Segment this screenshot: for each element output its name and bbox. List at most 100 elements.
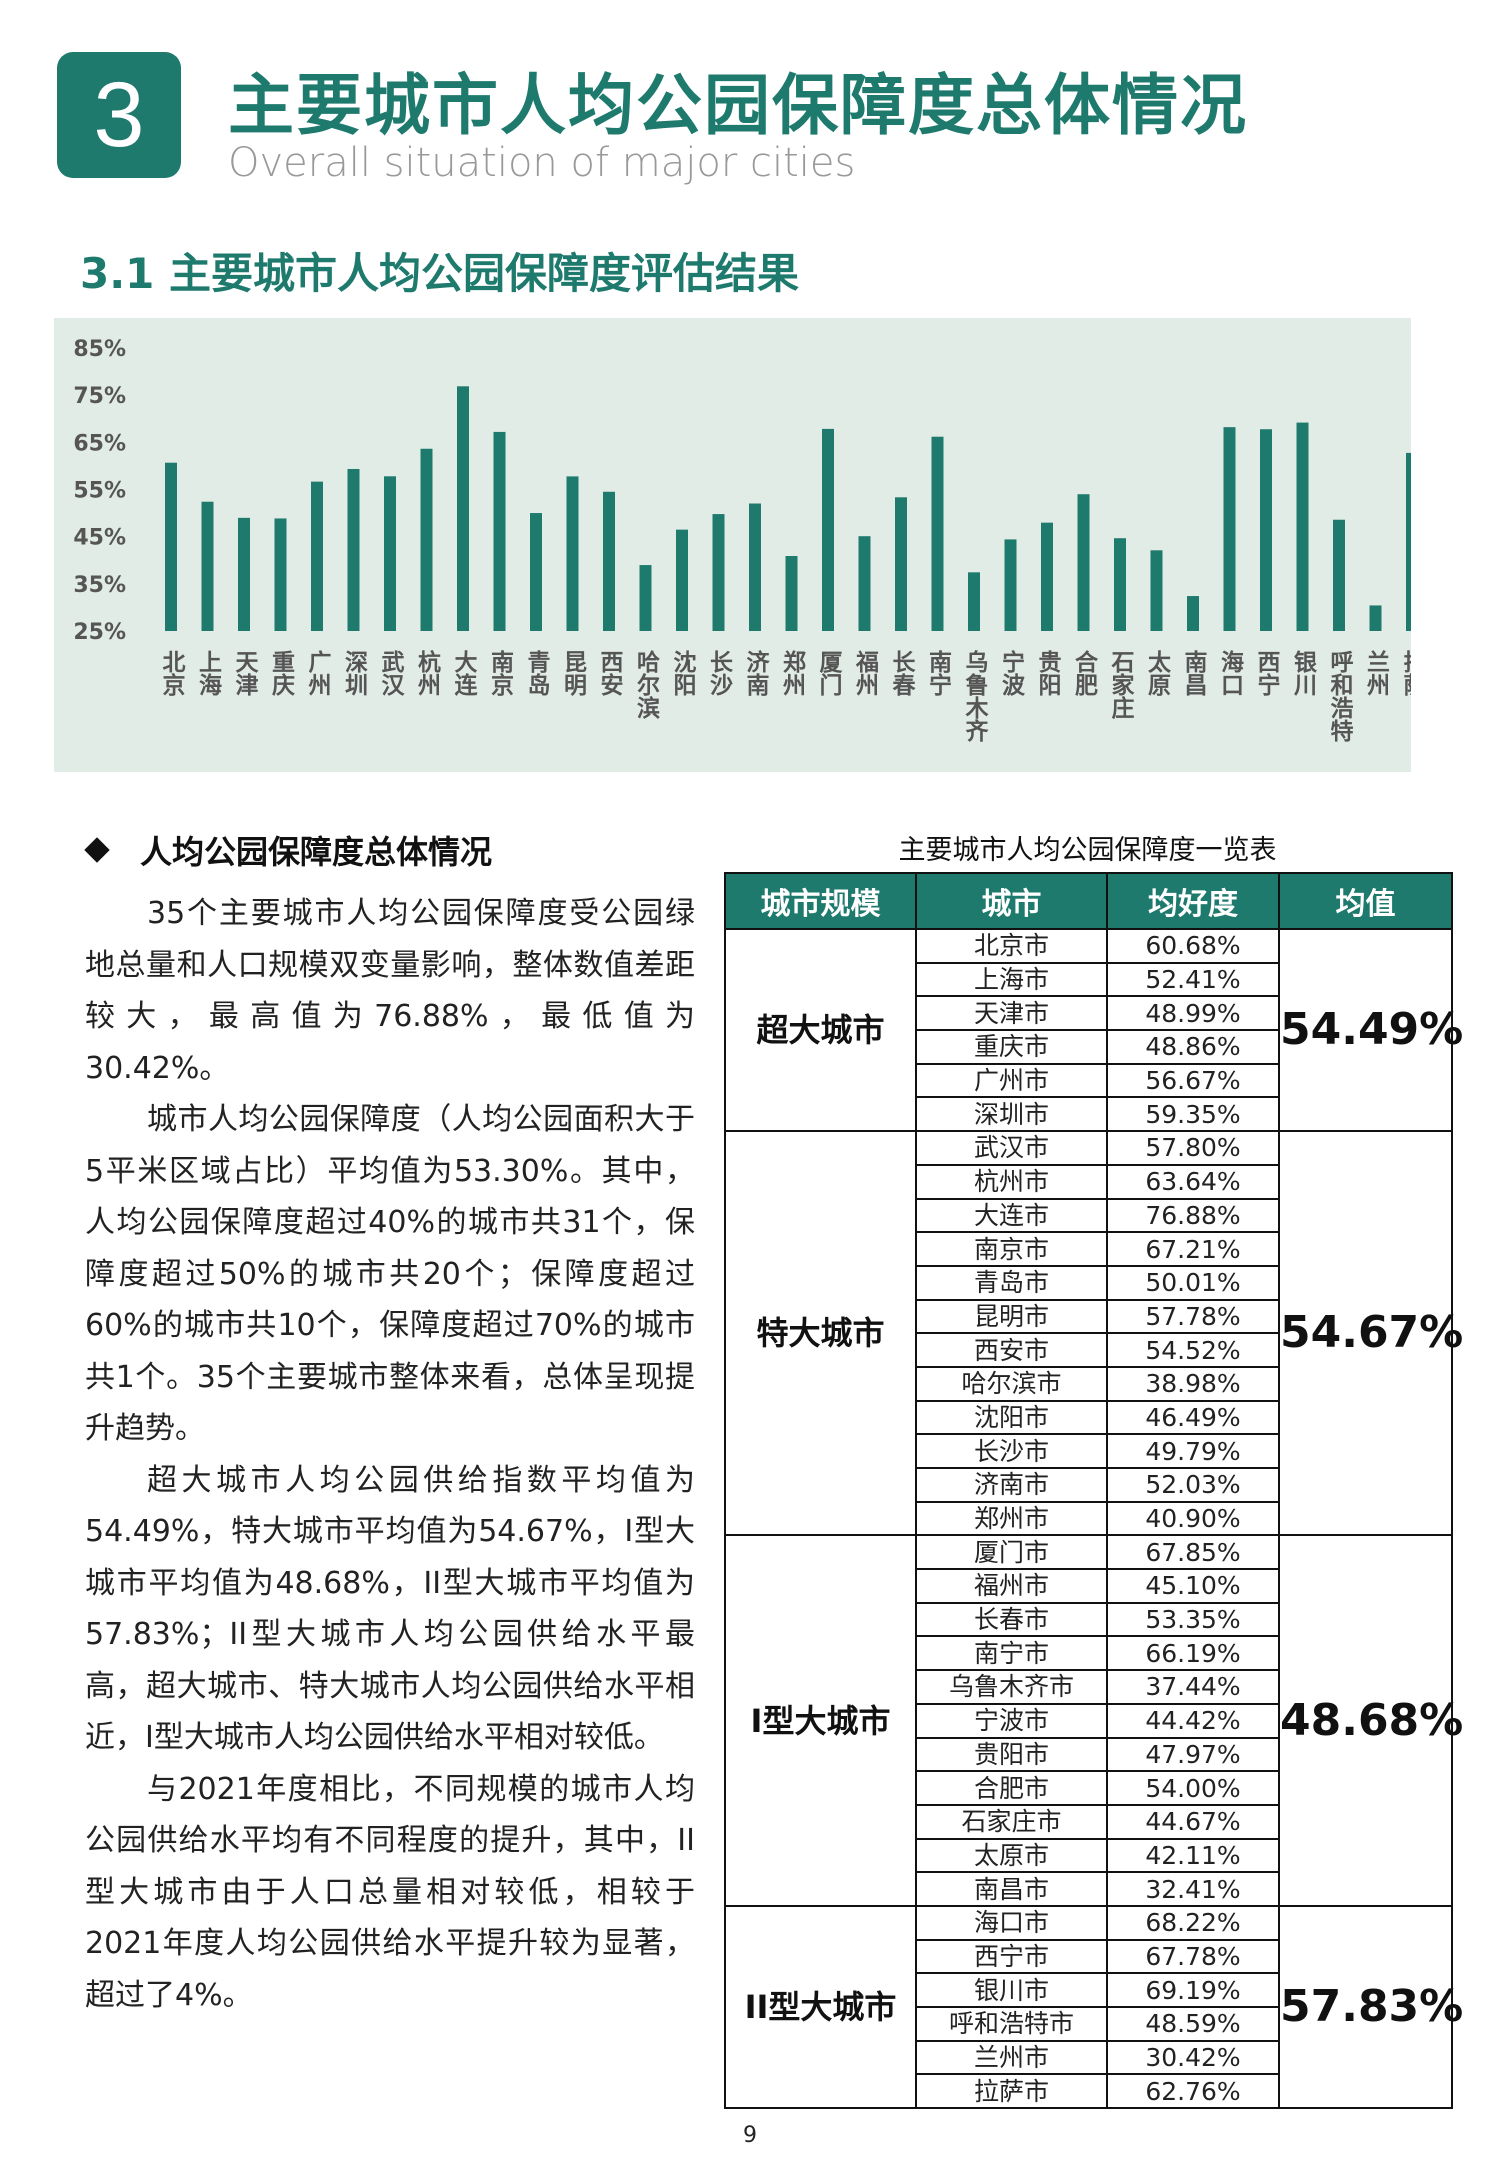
x-tick-label: 贵阳 — [1034, 650, 1062, 696]
table-row: 郑州市 40.90% — [725, 1500, 1452, 1537]
city-cell: 兰州市 — [915, 2039, 1108, 2076]
table-row: 拉萨市 62.76% — [725, 2073, 1452, 2110]
y-tick-label: 35% — [73, 573, 126, 598]
city-cell: 呼和浩特市 — [915, 2006, 1108, 2042]
bar — [274, 518, 287, 631]
city-cell: 北京市 — [915, 928, 1108, 964]
table-row: 超大城市 北京市 60.68% 54.49% — [724, 927, 1463, 1133]
bullet-heading-text: 人均公园保障度总体情况 — [140, 833, 493, 871]
bar — [1114, 538, 1126, 631]
value-cell: 37.44% — [1106, 1669, 1280, 1705]
value-cell: 38.98% — [1106, 1365, 1280, 1402]
avg-cell: 54.67% — [1278, 1130, 1463, 1537]
table-header-row: 城市规模 城市 均好度 均值 — [724, 872, 1453, 930]
y-tick-label: 25% — [73, 620, 126, 645]
bar — [1223, 427, 1236, 631]
value-cell: 47.97% — [1106, 1736, 1280, 1773]
table-row: 南京市 67.21% — [725, 1231, 1452, 1267]
header-value: 均好度 — [1106, 872, 1280, 930]
bar-chart-svg: 85%75%65%55%45%35%25%北京 上海 天津 重庆 广州 深圳 武汉 杭州 大连南… — [73, 337, 1411, 743]
table-row: 南昌市 32.41% — [725, 1871, 1452, 1907]
x-tick-label: 天津 — [231, 650, 259, 696]
city-cell: 深圳市 — [915, 1096, 1108, 1133]
bar — [895, 497, 907, 631]
diamond-bullet-icon — [84, 837, 110, 863]
value-cell: 48.59% — [1106, 2006, 1280, 2042]
avg-cell: 48.68% — [1278, 1534, 1463, 1907]
value-cell: 59.35% — [1106, 1096, 1280, 1133]
value-cell: 67.85% — [1106, 1534, 1280, 1571]
value-cell: 42.11% — [1106, 1837, 1280, 1874]
table-row: 深圳市 59.35% — [725, 1096, 1452, 1133]
x-tick-label: 南宁 — [925, 650, 953, 696]
bar — [530, 513, 542, 631]
value-cell: 57.80% — [1106, 1130, 1280, 1166]
value-cell: 49.79% — [1106, 1433, 1280, 1469]
scale-cell: II型大城市 — [724, 1904, 917, 2110]
city-cell: 乌鲁木齐市 — [915, 1669, 1108, 1705]
section-number-badge: 3 — [57, 52, 181, 178]
bar — [493, 431, 506, 631]
bar — [968, 572, 980, 631]
bar — [1150, 550, 1163, 631]
x-tick-label: 南京 — [487, 650, 515, 697]
x-tick-label: 拉萨 — [1399, 649, 1411, 697]
city-cell: 广州市 — [915, 1062, 1108, 1099]
table-row: 杭州市 63.64% — [725, 1163, 1452, 1200]
city-cell: 厦门市 — [915, 1534, 1108, 1571]
bar — [201, 501, 214, 631]
x-tick-label: 银川 — [1290, 649, 1318, 696]
city-cell: 青岛市 — [915, 1264, 1108, 1301]
y-tick-label: 85% — [73, 337, 126, 362]
city-cell: 太原市 — [915, 1837, 1108, 1874]
table-row: 贵阳市 47.97% — [725, 1736, 1452, 1773]
scale-cell: 特大城市 — [724, 1130, 917, 1537]
y-tick-label: 55% — [73, 479, 126, 504]
y-tick-label: 75% — [73, 384, 126, 409]
x-tick-label: 上海 — [195, 650, 223, 696]
value-cell: 67.78% — [1106, 1938, 1280, 1975]
table-row: 呼和浩特市 48.59% — [725, 2006, 1452, 2042]
bar-chart: 85% 75% 65% 55% 45% 35% 25% 北京 上海 天津 重庆 广州 深圳 武汉 杭州 大连南… — [54, 318, 1411, 772]
table-title: 主要城市人均公园保障度一览表 — [898, 835, 1277, 866]
table-row: 宁波市 44.42% — [725, 1702, 1452, 1739]
x-tick-label: 武汉 — [377, 650, 405, 697]
value-cell: 68.22% — [1106, 1904, 1280, 1941]
value-cell: 50.01% — [1106, 1264, 1280, 1301]
x-tick-label: 沈阳 — [669, 650, 697, 696]
table-row: 青岛市 50.01% — [725, 1264, 1452, 1301]
city-cell: 宁波市 — [915, 1702, 1108, 1739]
table-row: 哈尔滨市 38.98% — [725, 1365, 1452, 1402]
bar — [347, 468, 360, 631]
bar — [931, 436, 944, 631]
city-cell: 长春市 — [915, 1601, 1108, 1638]
table-row: 沈阳市 46.49% — [725, 1399, 1452, 1436]
city-cell: 西宁市 — [915, 1938, 1108, 1975]
paragraph: 与2021年度相比，不同规模的城市人均公园供给水平均有不同程度的提升，其中，II… — [85, 1771, 695, 2013]
value-cell: 54.00% — [1106, 1770, 1280, 1806]
bar — [384, 476, 396, 631]
body-text: 35个主要城市人均公园保障度受公园绿地总量和人口规模双变量影响，整体数值差距较大… — [85, 888, 695, 2021]
table-body: 超大城市 北京市 60.68% 54.49% 上海市 52.41% 天津市 48.99% 重庆市… — [724, 927, 1463, 2110]
value-cell: 63.64% — [1106, 1163, 1280, 1200]
city-cell: 上海市 — [915, 961, 1108, 998]
city-cell: 重庆市 — [915, 1029, 1108, 1065]
table-row: 石家庄市 44.67% — [725, 1803, 1452, 1840]
table-row: 南宁市 66.19% — [725, 1635, 1452, 1672]
bar — [1260, 429, 1272, 631]
value-cell: 69.19% — [1106, 1972, 1280, 2008]
city-cell: 银川市 — [915, 1972, 1108, 2008]
bar — [858, 536, 871, 631]
bar — [457, 386, 469, 631]
bar — [749, 503, 761, 631]
value-cell: 56.67% — [1106, 1062, 1280, 1099]
x-tick-label: 深圳 — [341, 650, 369, 696]
city-cell: 郑州市 — [915, 1500, 1108, 1537]
value-cell: 30.42% — [1106, 2039, 1280, 2076]
value-cell: 46.49% — [1106, 1399, 1280, 1436]
x-tick-label: 南昌 — [1180, 650, 1208, 697]
scale-cell: 超大城市 — [724, 927, 917, 1133]
city-cell: 沈阳市 — [915, 1399, 1108, 1436]
x-tick-label: 海口 — [1217, 649, 1245, 696]
bar — [1296, 422, 1309, 631]
